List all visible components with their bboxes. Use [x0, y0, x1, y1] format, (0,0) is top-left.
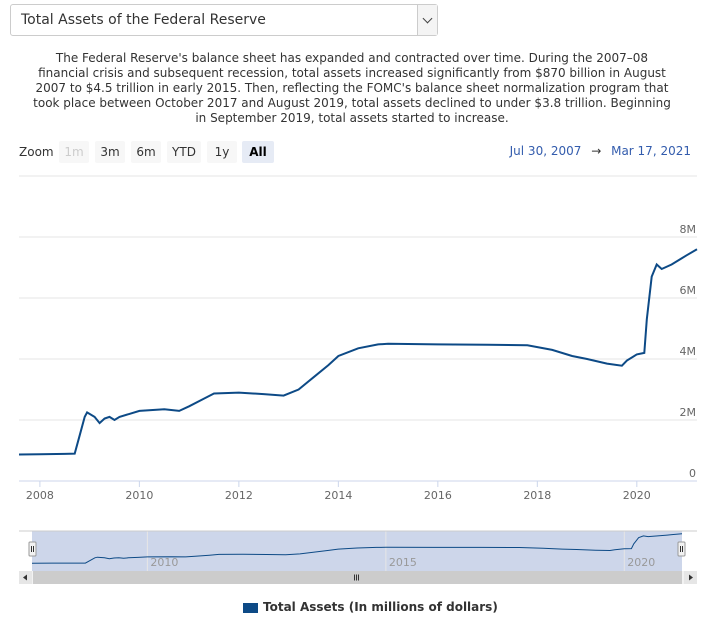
scrollbar[interactable]	[19, 571, 697, 584]
range-from[interactable]: Jul 30, 2007	[509, 144, 582, 158]
y-axis: 0 2M 4M 6M 8M	[680, 223, 697, 480]
zoom-ytd-button[interactable]: YTD	[167, 141, 201, 163]
y-tick-label: 6M	[680, 284, 697, 297]
y-tick-label: 0	[689, 467, 696, 480]
x-tick-label: 2008	[26, 489, 54, 502]
zoom-label: Zoom	[19, 145, 54, 159]
chart-description: The Federal Reserve's balance sheet has …	[33, 51, 671, 125]
zoom-1y-button[interactable]: 1y	[207, 141, 237, 163]
navigator-left-handle[interactable]	[28, 541, 37, 557]
navigator-series-line	[31, 533, 683, 564]
x-tick-label: 2010	[125, 489, 153, 502]
legend-label[interactable]: Total Assets (In millions of dollars)	[263, 600, 498, 614]
legend-swatch	[243, 603, 258, 613]
dropdown-arrow[interactable]	[417, 5, 437, 35]
dataset-select-label: Total Assets of the Federal Reserve	[21, 12, 266, 28]
range-to[interactable]: Mar 17, 2021	[611, 144, 691, 158]
arrow-left-icon	[23, 574, 27, 581]
x-tick-label: 2018	[523, 489, 551, 502]
x-tick-label: 2016	[424, 489, 452, 502]
navigator-tick-label: 2015	[389, 556, 417, 569]
y-tick-label: 8M	[680, 223, 697, 236]
zoom-all-button[interactable]: All	[242, 141, 274, 163]
zoom-3m-button[interactable]: 3m	[95, 141, 125, 163]
zoom-6m-button[interactable]: 6m	[131, 141, 161, 163]
grid-lines	[19, 175, 697, 421]
arrow-right-icon	[689, 574, 693, 581]
range-arrow: →	[591, 144, 602, 158]
navigator[interactable]: 2010 2015 2020	[19, 530, 697, 571]
navigator-right-handle[interactable]	[677, 541, 686, 557]
zoom-1m-button[interactable]: 1m	[59, 141, 89, 163]
dataset-select[interactable]: Total Assets of the Federal Reserve	[10, 4, 438, 36]
y-tick-label: 2M	[680, 406, 697, 419]
date-range: Jul 30, 2007 → Mar 17, 2021	[510, 144, 691, 158]
navigator-axis: 2010 2015 2020	[146, 531, 655, 571]
x-tick-label: 2014	[324, 489, 352, 502]
scrollbar-thumb[interactable]	[33, 571, 682, 584]
navigator-tick-label: 2020	[627, 556, 655, 569]
scrollbar-grip-icon	[354, 574, 359, 581]
x-tick-label: 2020	[623, 489, 651, 502]
series-line	[18, 248, 698, 456]
navigator-mask[interactable]	[32, 531, 682, 571]
y-tick-label: 4M	[680, 345, 697, 358]
x-axis: 2008 2010 2012 2014 2016 2018 2020	[26, 481, 651, 502]
x-tick-label: 2012	[225, 489, 253, 502]
navigator-tick-label: 2010	[150, 556, 178, 569]
